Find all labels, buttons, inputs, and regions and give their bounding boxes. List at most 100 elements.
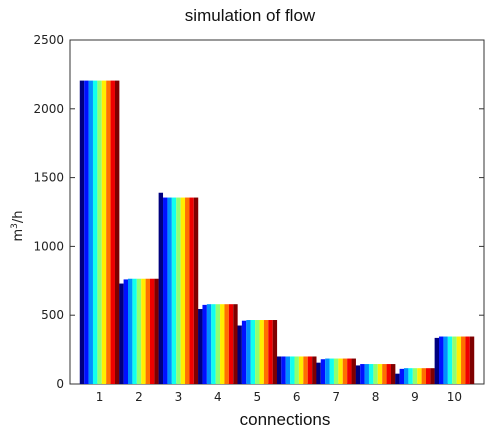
bar xyxy=(456,336,462,384)
bar xyxy=(185,197,190,384)
bar xyxy=(79,80,85,384)
bar xyxy=(237,325,242,384)
bar xyxy=(154,278,159,384)
bar xyxy=(347,358,352,384)
bar xyxy=(439,336,444,384)
bar xyxy=(132,278,137,384)
bar xyxy=(163,197,168,384)
y-tick-label: 2500 xyxy=(33,33,64,47)
bar xyxy=(150,278,155,384)
bar xyxy=(364,364,369,384)
bar xyxy=(272,320,278,384)
bar xyxy=(355,365,361,384)
bar xyxy=(412,368,418,384)
bar xyxy=(399,368,404,384)
y-tick-label: 2000 xyxy=(33,102,64,116)
bar xyxy=(447,336,453,384)
bar xyxy=(123,279,128,384)
y-axis-label-rest: /h xyxy=(11,210,26,223)
x-tick-label: 8 xyxy=(372,390,380,404)
bar xyxy=(285,356,291,384)
bar xyxy=(303,356,308,384)
bar xyxy=(110,80,115,384)
y-tick-label: 1500 xyxy=(33,171,64,185)
bar xyxy=(434,337,440,384)
bar xyxy=(101,80,107,384)
bar xyxy=(246,320,251,384)
bar xyxy=(180,197,186,384)
bar xyxy=(320,359,326,384)
x-axis-label: connections xyxy=(239,410,331,429)
bar xyxy=(417,368,422,384)
x-tick-label: 6 xyxy=(293,390,301,404)
x-tick-label: 4 xyxy=(214,390,222,404)
bar xyxy=(211,304,216,384)
bar xyxy=(136,278,142,384)
bar xyxy=(106,80,111,384)
bar xyxy=(263,320,269,384)
bar xyxy=(386,364,391,384)
bar xyxy=(145,278,150,384)
bar xyxy=(202,304,207,384)
bar xyxy=(276,356,282,384)
bar xyxy=(88,80,93,384)
bar xyxy=(421,368,426,384)
bar xyxy=(404,368,409,384)
y-tick-label: 500 xyxy=(41,308,64,322)
bars xyxy=(79,80,475,384)
bar xyxy=(228,304,234,384)
bar xyxy=(198,309,203,384)
bar xyxy=(193,197,199,384)
bar xyxy=(298,356,304,384)
bar xyxy=(377,364,383,384)
bar xyxy=(351,358,356,384)
y-axis-label-exp: 3 xyxy=(10,223,20,229)
bar xyxy=(307,356,313,384)
bar xyxy=(119,283,124,384)
bar xyxy=(167,197,172,384)
bar xyxy=(408,368,413,384)
bar xyxy=(368,364,374,384)
y-axis-label: m3/h xyxy=(10,210,26,241)
bar xyxy=(395,373,400,384)
y-tick-label: 0 xyxy=(56,377,64,391)
bar xyxy=(316,362,321,384)
bar xyxy=(469,336,475,384)
bar xyxy=(312,356,317,384)
bar xyxy=(360,364,365,384)
x-tick-label: 5 xyxy=(253,390,261,404)
x-tick-label: 10 xyxy=(447,390,462,404)
bar xyxy=(373,364,378,384)
bar xyxy=(189,197,194,384)
bar xyxy=(224,304,229,384)
bar xyxy=(92,80,98,384)
tick-labels: 0 500 1000 1500 2000 2500 1 2 3 4 5 6 7 8 9 10 xyxy=(33,33,462,404)
bar xyxy=(294,356,299,384)
x-tick-label: 2 xyxy=(135,390,143,404)
bar xyxy=(390,364,396,384)
bar xyxy=(171,197,177,384)
bar xyxy=(342,358,348,384)
bar xyxy=(220,304,225,384)
bar xyxy=(426,368,431,384)
y-axis-label-base: m xyxy=(11,229,26,242)
bar xyxy=(281,356,286,384)
bar xyxy=(461,336,466,384)
bar xyxy=(329,358,334,384)
bar xyxy=(176,197,181,384)
bar xyxy=(158,192,164,384)
bar xyxy=(84,80,89,384)
bar xyxy=(233,304,238,384)
bar xyxy=(382,364,387,384)
bar xyxy=(430,368,435,384)
x-tick-label: 7 xyxy=(332,390,340,404)
bar xyxy=(290,356,295,384)
chart-title: simulation of flow xyxy=(184,6,316,25)
bar xyxy=(443,336,448,384)
x-tick-label: 1 xyxy=(96,390,104,404)
bar xyxy=(452,336,457,384)
bar xyxy=(241,320,247,384)
x-tick-label: 9 xyxy=(411,390,419,404)
bar xyxy=(215,304,221,384)
